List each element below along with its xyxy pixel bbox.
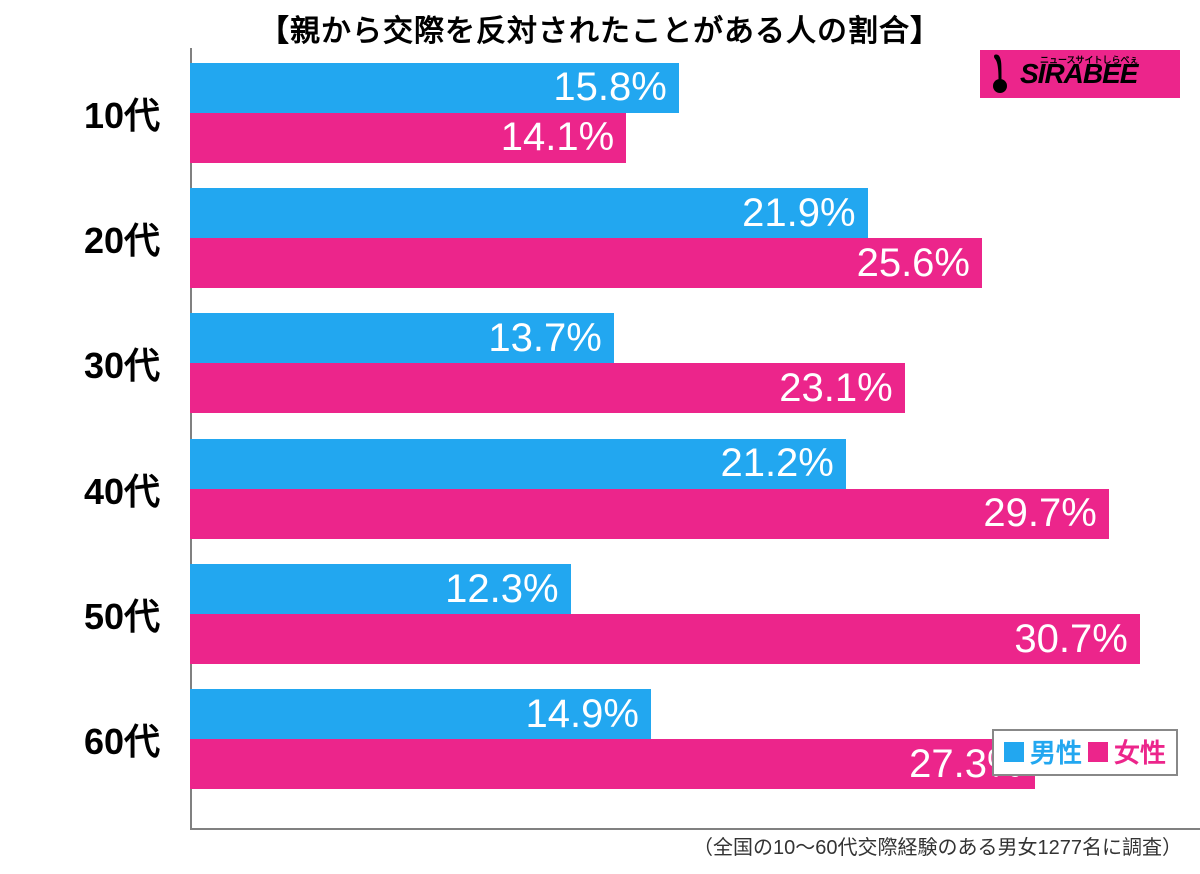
category-label: 60代: [0, 713, 160, 765]
bar-value: 21.9%: [742, 191, 855, 236]
footnote: （全国の10～60代交際経験のある男女1277名に調査）: [693, 831, 1182, 860]
legend-label: 男性: [1030, 733, 1082, 770]
bar-value: 13.7%: [488, 316, 601, 361]
category-label: 30代: [0, 337, 160, 389]
category-label: 50代: [0, 588, 160, 640]
chart-title: 【親から交際を反対されたことがある人の割合】: [0, 0, 1200, 50]
bar-value: 29.7%: [983, 491, 1096, 536]
bar-male: 13.7%: [190, 313, 614, 363]
bar-male: 12.3%: [190, 564, 571, 614]
bar-value: 14.9%: [526, 692, 639, 737]
bar-value: 15.8%: [553, 65, 666, 110]
bar-female: 27.3%: [190, 739, 1035, 789]
bar-value: 30.7%: [1014, 617, 1127, 662]
category-label: 10代: [0, 87, 160, 139]
legend-label: 女性: [1114, 733, 1166, 770]
legend-marker: [1004, 742, 1024, 762]
bar-group: 10代 15.8% 14.1%: [0, 63, 1180, 163]
bar-female: 30.7%: [190, 614, 1140, 664]
bar-female: 14.1%: [190, 113, 626, 163]
bar-male: 14.9%: [190, 689, 651, 739]
category-label: 40代: [0, 463, 160, 515]
bar-male: 15.8%: [190, 63, 679, 113]
bar-group: 20代 21.9%25.6%: [0, 188, 1180, 288]
bar-group: 50代 12.3% 30.7%: [0, 564, 1180, 664]
legend: 男性女性: [992, 729, 1178, 776]
bar-female: 29.7%: [190, 489, 1109, 539]
bar-group: 30代 13.7% 23.1%: [0, 313, 1180, 413]
bar-value: 14.1%: [501, 115, 614, 160]
bar-value: 21.2%: [720, 441, 833, 486]
plot-area: 10代 15.8% 14.1% 20代 21.9%25.6% 30代 13.7% 23.1% 4…: [0, 48, 1200, 830]
bar-group: 40代 21.2% 29.7%: [0, 439, 1180, 539]
bar-value: 12.3%: [445, 567, 558, 612]
bar-male: 21.2%: [190, 439, 846, 489]
x-axis-line: [190, 828, 1200, 830]
bar-female: 23.1%: [190, 363, 905, 413]
chart-container: 【親から交際を反対されたことがある人の割合】 ニュースサイトしらべぇ SIRAB…: [0, 0, 1200, 874]
category-label: 20代: [0, 212, 160, 264]
bar-value: 23.1%: [779, 366, 892, 411]
legend-marker: [1088, 742, 1108, 762]
bar-male: 21.9%: [190, 188, 868, 238]
bar-value: 25.6%: [857, 241, 970, 286]
bar-female: 25.6%: [190, 238, 982, 288]
